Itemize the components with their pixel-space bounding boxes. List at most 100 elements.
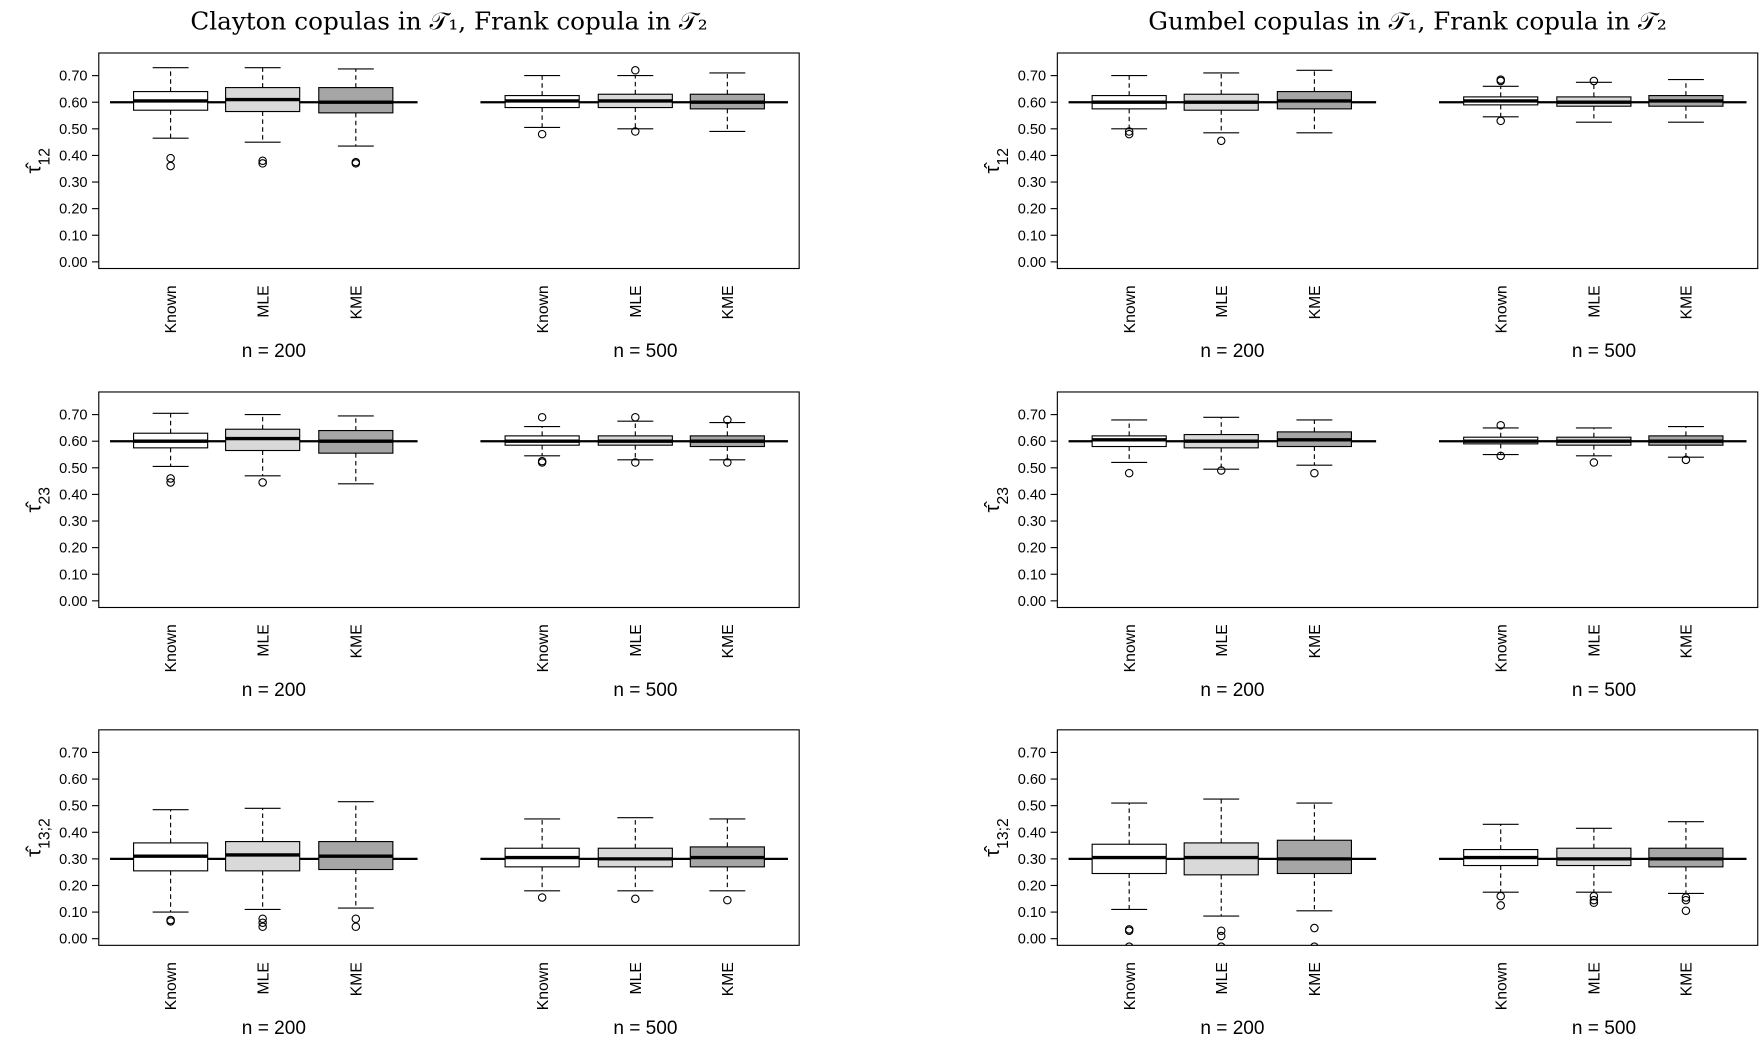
y-tick-label: 0.40 bbox=[1018, 148, 1046, 164]
group-label: n = 200 bbox=[242, 680, 306, 701]
outlier bbox=[258, 914, 267, 924]
plot-frame bbox=[1056, 52, 1759, 270]
y-tick-label: 0.40 bbox=[59, 148, 87, 164]
y-axis-label: τ̂12 bbox=[23, 148, 53, 173]
y-label-symbol: τ̂ bbox=[23, 500, 45, 512]
x-tick-label: MLE bbox=[1214, 962, 1231, 994]
group-label: n = 500 bbox=[613, 680, 677, 701]
y-tick-label: 0.10 bbox=[1018, 228, 1046, 244]
y-tick-label: 0.00 bbox=[59, 594, 87, 610]
y-tick-label: 0.40 bbox=[59, 487, 87, 503]
box bbox=[1276, 839, 1352, 875]
panel: Clayton copulas in 𝒯₁, Frank copula in 𝒯… bbox=[23, 6, 800, 362]
y-tick-label: 0.00 bbox=[1018, 255, 1046, 271]
y-tick-label: 0.60 bbox=[59, 434, 87, 450]
y-tick-label: 0.40 bbox=[1018, 487, 1046, 503]
x-tick-label: Known bbox=[535, 285, 552, 333]
y-label-symbol: τ̂ bbox=[982, 500, 1004, 512]
outlier bbox=[1496, 901, 1505, 910]
x-tick-label: MLE bbox=[1586, 962, 1603, 994]
outlier bbox=[351, 922, 361, 931]
x-tick-label: KME bbox=[1307, 962, 1324, 996]
x-tick-label: MLE bbox=[1214, 285, 1231, 317]
y-tick-label: 0.30 bbox=[1018, 514, 1046, 530]
y-label-symbol: τ̂ bbox=[23, 845, 45, 857]
outlier bbox=[1589, 898, 1599, 908]
y-tick-label: 0.00 bbox=[59, 932, 87, 948]
y-tick-label: 0.70 bbox=[59, 69, 87, 85]
x-tick-label: KME bbox=[720, 962, 737, 996]
y-label-subscript: 13;2 bbox=[36, 818, 53, 849]
x-tick-label: KME bbox=[1307, 285, 1324, 319]
outlier bbox=[1124, 926, 1134, 935]
outlier bbox=[1496, 451, 1505, 461]
y-tick-label: 0.30 bbox=[59, 175, 87, 191]
x-tick-label: MLE bbox=[1586, 285, 1603, 317]
x-tick-label: Known bbox=[1122, 624, 1139, 672]
y-tick-label: 0.70 bbox=[59, 408, 87, 424]
outlier bbox=[1216, 136, 1226, 146]
outlier bbox=[1681, 455, 1691, 465]
x-tick-label: KME bbox=[720, 624, 737, 658]
outlier bbox=[351, 914, 361, 924]
y-tick-label: 0.60 bbox=[59, 772, 87, 788]
outlier bbox=[166, 478, 175, 487]
y-tick-label: 0.10 bbox=[1018, 905, 1046, 921]
outlier bbox=[537, 458, 547, 467]
outlier bbox=[631, 66, 640, 75]
y-tick-label: 0.10 bbox=[59, 905, 87, 921]
outlier bbox=[1496, 891, 1505, 901]
box bbox=[1556, 847, 1632, 867]
outlier bbox=[166, 153, 175, 163]
y-tick-label: 0.40 bbox=[59, 825, 87, 841]
y-tick-label: 0.30 bbox=[59, 852, 87, 868]
y-tick-label: 0.50 bbox=[1018, 799, 1046, 815]
outlier bbox=[1589, 895, 1599, 905]
x-tick-label: KME bbox=[720, 285, 737, 319]
y-axis-label: τ̂13;2 bbox=[23, 818, 53, 857]
outlier bbox=[258, 478, 267, 487]
y-tick-label: 0.20 bbox=[1018, 541, 1046, 557]
group-label: n = 200 bbox=[1200, 1018, 1264, 1039]
y-tick-label: 0.60 bbox=[1018, 95, 1046, 111]
panel: 0.00 0.10 0.20 0.30 0.40 0.50 0.60 0.70 τ̂23 Know… bbox=[982, 391, 1759, 701]
y-tick-label: 0.50 bbox=[1018, 461, 1046, 477]
x-tick-label: MLE bbox=[1214, 624, 1231, 656]
y-label-symbol: τ̂ bbox=[982, 162, 1004, 174]
outlier bbox=[537, 893, 547, 902]
y-axis-label: τ̂12 bbox=[982, 148, 1011, 173]
y-label-symbol: τ̂ bbox=[23, 162, 45, 174]
outlier bbox=[723, 895, 732, 905]
y-tick-label: 0.00 bbox=[1018, 932, 1046, 948]
x-tick-label: Known bbox=[1493, 962, 1510, 1010]
y-tick-label: 0.60 bbox=[1018, 434, 1046, 450]
x-tick-label: Known bbox=[1122, 285, 1139, 333]
outlier bbox=[258, 922, 267, 931]
x-tick-label: Known bbox=[535, 624, 552, 672]
y-label-subscript: 12 bbox=[36, 148, 53, 165]
outlier bbox=[258, 918, 267, 927]
plot-frame bbox=[98, 52, 800, 270]
outlier bbox=[723, 415, 732, 425]
y-tick-label: 0.50 bbox=[59, 799, 87, 815]
outlier bbox=[631, 412, 640, 422]
x-tick-label: KME bbox=[1679, 962, 1696, 996]
y-tick-label: 0.30 bbox=[1018, 852, 1046, 868]
group-label: n = 200 bbox=[242, 341, 306, 362]
outlier bbox=[258, 159, 267, 168]
y-tick-label: 0.70 bbox=[59, 746, 87, 762]
outlier bbox=[166, 474, 175, 483]
group-label: n = 500 bbox=[1572, 1018, 1636, 1039]
y-tick-label: 0.10 bbox=[59, 228, 87, 244]
y-tick-label: 0.50 bbox=[1018, 122, 1046, 138]
outlier bbox=[1124, 468, 1134, 478]
panel: 0.00 0.10 0.20 0.30 0.40 0.50 0.60 0.70 τ̂13;2 Kn… bbox=[982, 729, 1759, 1039]
x-tick-label: MLE bbox=[628, 285, 645, 317]
y-tick-label: 0.70 bbox=[1018, 69, 1046, 85]
x-tick-label: KME bbox=[1679, 624, 1696, 658]
x-tick-label: KME bbox=[348, 962, 365, 996]
x-tick-label: KME bbox=[348, 285, 365, 319]
outlier bbox=[1496, 75, 1505, 84]
y-tick-label: 0.20 bbox=[59, 202, 87, 218]
